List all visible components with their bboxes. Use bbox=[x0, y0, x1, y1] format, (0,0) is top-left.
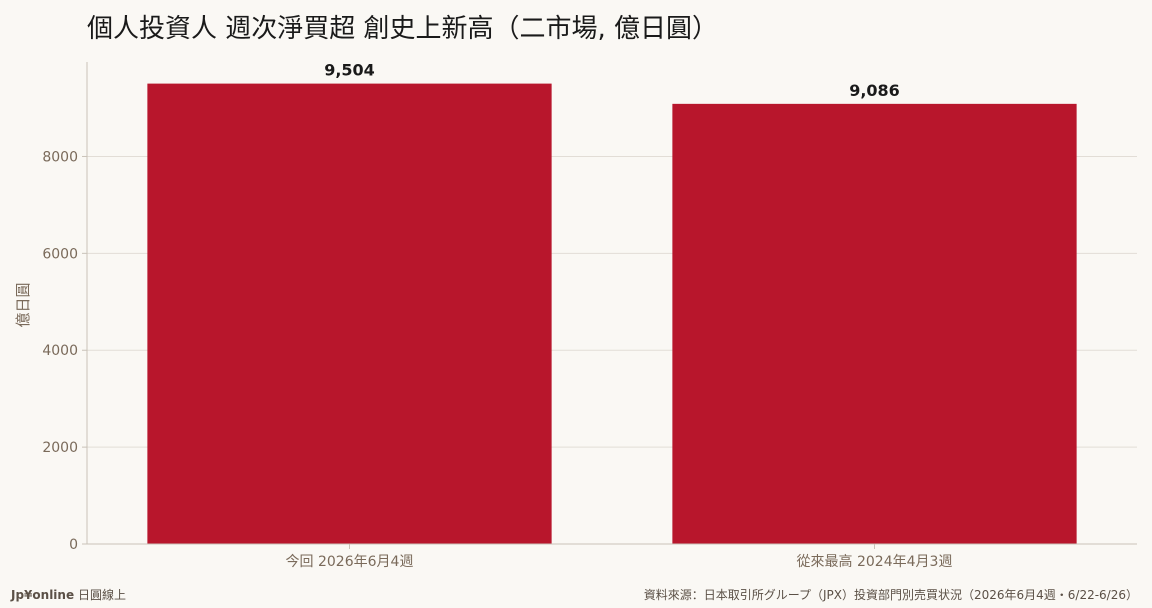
x-tick-label: 從來最高 2024年4月3週 bbox=[797, 553, 953, 570]
y-tick-label: 0 bbox=[69, 537, 78, 553]
source-note: 資料來源：日本取引所グループ（JPX）投資部門別売買状況（2026年6月4週・6… bbox=[643, 588, 1138, 602]
chart-title: 個人投資人 週次淨買超 創史上新高（二市場, 億日圓） bbox=[87, 14, 719, 44]
footer-brand: Jp¥online 日圓線上 bbox=[11, 586, 126, 603]
labels: 0 2000 4000 6000 8000 9,504 今回 2026年6月4週 9,086 從… bbox=[42, 61, 952, 570]
y-tick-label: 6000 bbox=[42, 246, 78, 262]
axes bbox=[82, 62, 1137, 549]
y-tick-label: 2000 bbox=[42, 440, 78, 456]
y-tick-label: 8000 bbox=[42, 149, 78, 165]
bar-chart: 0 2000 4000 6000 8000 9,504 今回 2026年6月4週 9,086 從… bbox=[14, 61, 1137, 570]
bar-value-label: 9,504 bbox=[324, 61, 375, 80]
bar-1 bbox=[147, 83, 552, 544]
x-tick-label: 今回 2026年6月4週 bbox=[286, 554, 414, 570]
bar-2 bbox=[672, 103, 1077, 545]
bar-value-label: 9,086 bbox=[849, 81, 900, 100]
bars bbox=[147, 83, 1077, 545]
y-tick-label: 4000 bbox=[42, 343, 78, 359]
y-axis-title: 億日圓 bbox=[14, 282, 32, 327]
brand-suffix: 日圓線上 bbox=[77, 588, 126, 602]
brand-name: Jp¥online bbox=[11, 588, 75, 602]
